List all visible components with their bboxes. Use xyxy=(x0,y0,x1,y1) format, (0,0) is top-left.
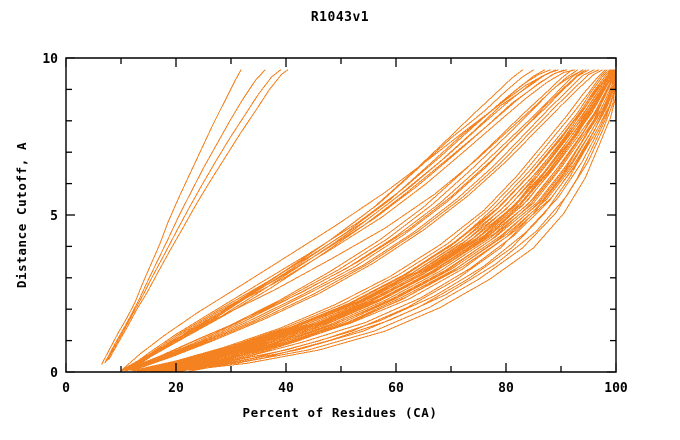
data-curve-main-steep-2 xyxy=(128,69,559,370)
data-curve-main-steep-3 xyxy=(130,69,568,370)
x-axis-title: Percent of Residues (CA) xyxy=(242,405,437,420)
data-curve-main-extra-4 xyxy=(157,69,617,372)
data-curve-main-mid-5 xyxy=(130,69,595,371)
x-tick-label-40: 40 xyxy=(278,381,294,396)
x-tick-label-100: 100 xyxy=(604,381,628,396)
axis-tick-labels-group: 0 20 40 60 80 100 0 5 10 xyxy=(42,52,628,396)
data-curve-main-extra-8 xyxy=(124,69,584,371)
chart-title: R1043v1 xyxy=(310,10,370,25)
data-curve-main-extra-2 xyxy=(134,69,612,372)
data-curve-main-extra-3 xyxy=(143,69,616,372)
data-curve-main-lower-1 xyxy=(131,69,606,372)
data-curve-main-mid-6 xyxy=(131,69,599,371)
data-curve-main-extra-7 xyxy=(121,69,557,371)
y-tick-label-10: 10 xyxy=(42,52,58,67)
data-curve-main-extra-10 xyxy=(151,69,617,372)
data-curve-main-mid-3 xyxy=(127,69,584,371)
data-curve-main-lower-7 xyxy=(145,69,616,372)
data-curves-group xyxy=(101,69,617,372)
data-curve-main-dense-5 xyxy=(149,69,617,372)
data-curve-main-lower-2 xyxy=(133,69,608,372)
axis-ticks-group xyxy=(65,57,617,373)
data-curve-main-dense-1 xyxy=(136,69,613,372)
y-tick-label-5: 5 xyxy=(50,209,58,224)
data-curve-outlier-4 xyxy=(108,69,289,360)
x-tick-label-0: 0 xyxy=(62,381,70,396)
data-curve-outlier-3 xyxy=(106,69,282,362)
data-curve-main-mid-4 xyxy=(128,69,590,371)
data-curve-main-mid-7 xyxy=(133,69,603,371)
data-curve-main-extra-11 xyxy=(162,69,617,372)
y-axis-title: Distance Cutoff, A xyxy=(14,142,29,288)
data-curve-main-extra-1 xyxy=(123,69,587,371)
data-curve-main-dense-4 xyxy=(145,69,616,372)
data-curve-main-steep-4 xyxy=(132,69,576,370)
data-curve-main-lower-4 xyxy=(138,69,612,372)
data-curve-main-extra-9 xyxy=(141,69,616,372)
data-curve-main-extra-6 xyxy=(180,69,617,372)
data-curve-outlier-1 xyxy=(101,69,242,365)
x-tick-label-60: 60 xyxy=(388,381,404,396)
data-curve-main-dense-11 xyxy=(173,69,617,372)
data-curve-main-steep-1 xyxy=(125,69,551,371)
data-curve-main-dense-2 xyxy=(139,69,614,372)
data-curve-main-lower-3 xyxy=(135,69,610,372)
x-tick-label-20: 20 xyxy=(168,381,184,396)
x-tick-label-80: 80 xyxy=(498,381,514,396)
y-tick-label-0: 0 xyxy=(50,366,58,381)
data-curve-outlier-2 xyxy=(104,69,266,364)
data-curve-main-shallow-4 xyxy=(175,69,617,372)
